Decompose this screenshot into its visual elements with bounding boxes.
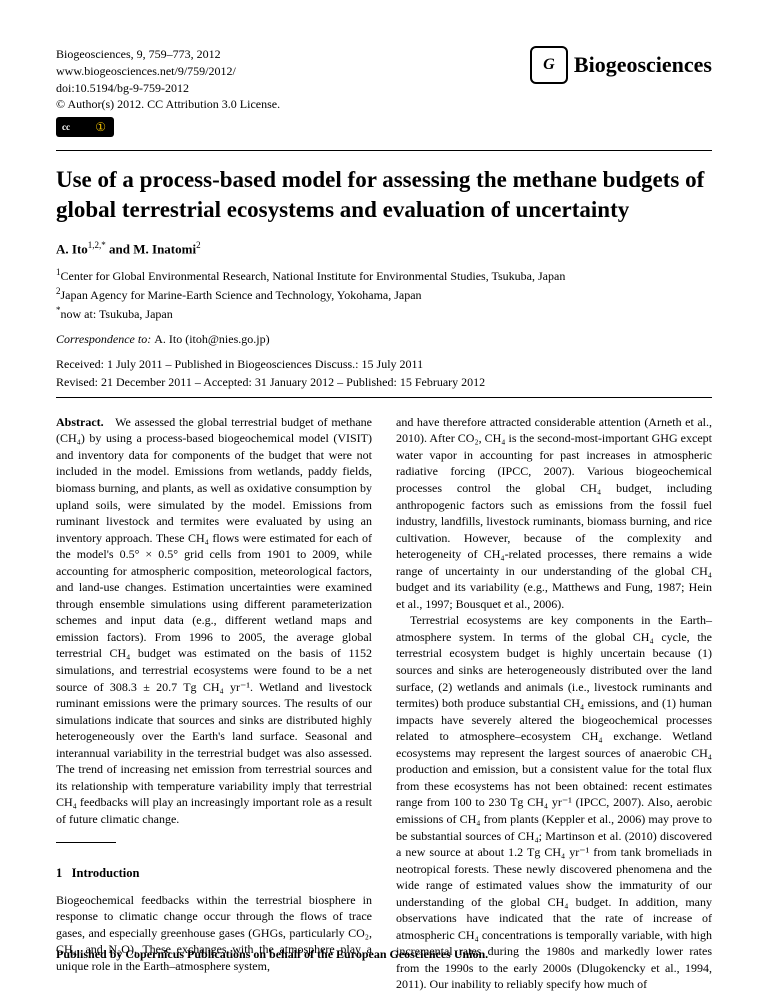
journal-logo-icon: G — [530, 46, 568, 84]
citation-line: Biogeosciences, 9, 759–773, 2012 — [56, 46, 280, 63]
url-line: www.biogeosciences.net/9/759/2012/ — [56, 63, 280, 80]
column-right: and have therefore attracted considerabl… — [396, 414, 712, 993]
header: Biogeosciences, 9, 759–773, 2012 www.bio… — [56, 46, 712, 142]
top-rule — [56, 150, 712, 151]
correspondence-label: Correspondence to: — [56, 332, 151, 346]
correspondence-text: A. Ito (itoh@nies.go.jp) — [154, 332, 269, 346]
affiliations: 1Center for Global Environmental Researc… — [56, 266, 712, 323]
footer-text: Published by Copernicus Publications on … — [56, 946, 488, 962]
dates-line2: Revised: 21 December 2011 – Accepted: 31… — [56, 373, 712, 391]
correspondence: Correspondence to: A. Ito (itoh@nies.go.… — [56, 331, 712, 347]
affiliation-star: *now at: Tsukuba, Japan — [56, 304, 712, 323]
authors: A. Ito1,2,* and M. Inatomi2 — [56, 239, 712, 258]
journal-logo: G Biogeosciences — [530, 46, 712, 84]
abstract-text: We assessed the global terrestrial budge… — [56, 415, 372, 826]
col2-para1: and have therefore attracted considerabl… — [396, 414, 712, 613]
section-number: 1 — [56, 866, 62, 880]
column-left: Abstract. We assessed the global terrest… — [56, 414, 372, 993]
copyright-line: © Author(s) 2012. CC Attribution 3.0 Lic… — [56, 96, 280, 113]
abstract-label: Abstract. — [56, 415, 104, 429]
section-1-heading: 1 Introduction — [56, 865, 372, 882]
dates-line1: Received: 1 July 2011 – Published in Bio… — [56, 355, 712, 373]
abstract-end-rule — [56, 842, 116, 843]
abstract-paragraph: Abstract. We assessed the global terrest… — [56, 414, 372, 828]
meta-block: Biogeosciences, 9, 759–773, 2012 www.bio… — [56, 46, 280, 142]
col2-para2: Terrestrial ecosystems are key component… — [396, 612, 712, 993]
logo-letter: G — [543, 54, 555, 76]
mid-rule — [56, 397, 712, 398]
intro-paragraph: Biogeochemical feedbacks within the terr… — [56, 892, 372, 975]
affiliation-1: 1Center for Global Environmental Researc… — [56, 266, 712, 285]
cc-license-icon — [56, 117, 114, 137]
body-columns: Abstract. We assessed the global terrest… — [56, 414, 712, 993]
dates-block: Received: 1 July 2011 – Published in Bio… — [56, 355, 712, 391]
affiliation-2: 2Japan Agency for Marine-Earth Science a… — [56, 285, 712, 304]
journal-name: Biogeosciences — [574, 50, 712, 80]
doi-line: doi:10.5194/bg-9-759-2012 — [56, 80, 280, 97]
section-title: Introduction — [72, 866, 140, 880]
article-title: Use of a process-based model for assessi… — [56, 165, 712, 225]
